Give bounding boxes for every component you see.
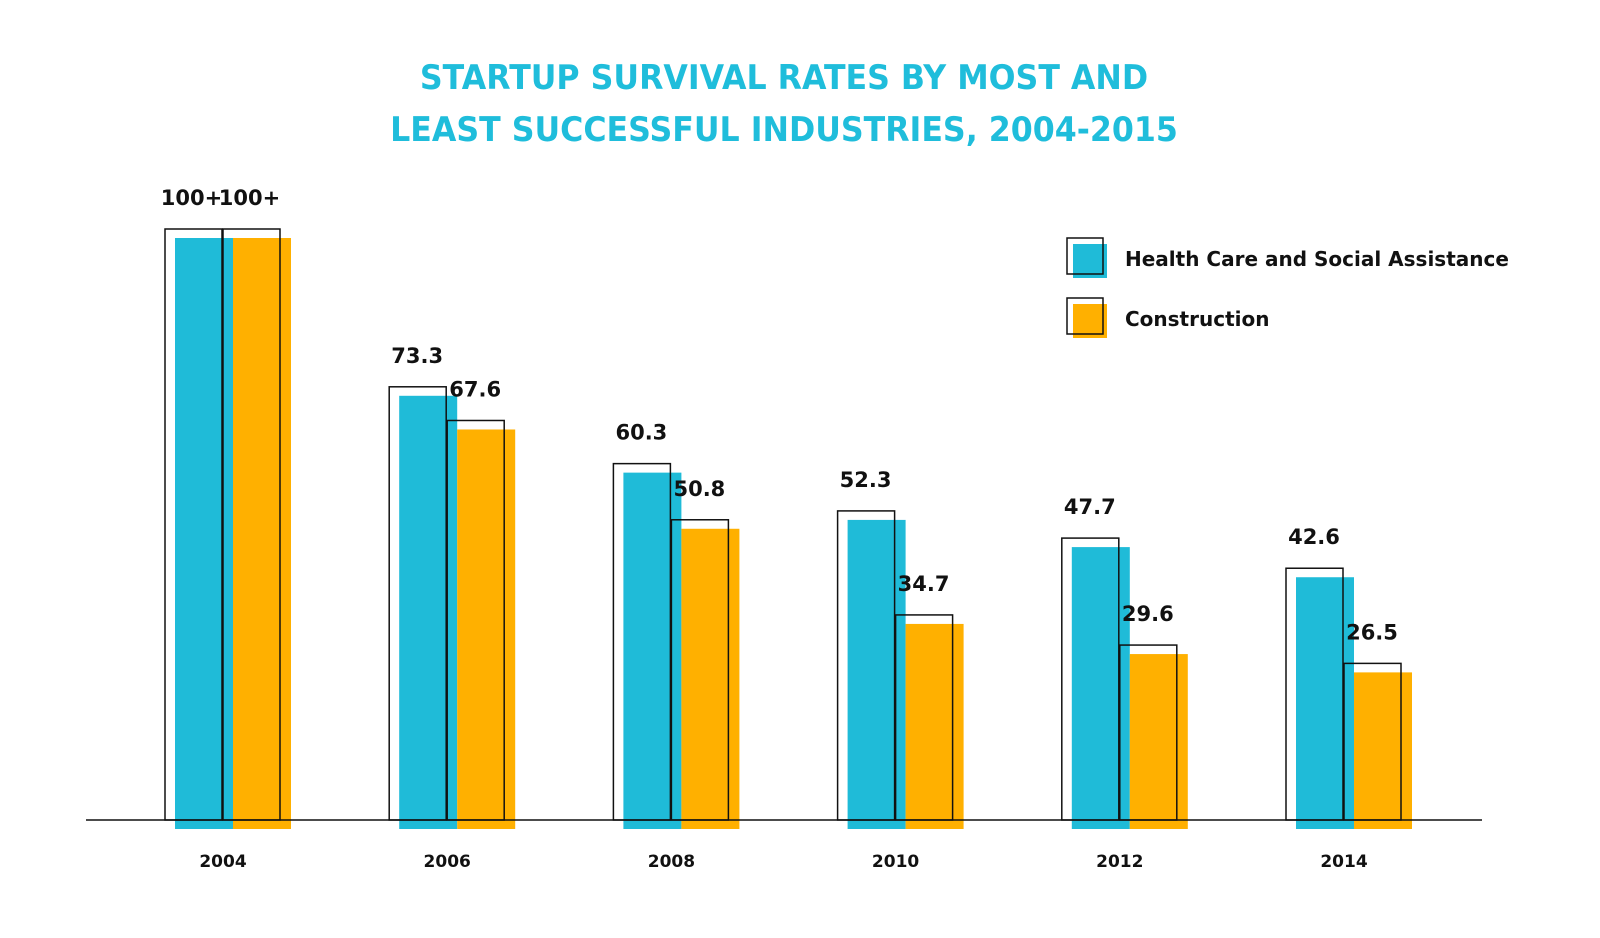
bar-construction-2006: [457, 429, 516, 829]
bar-construction-2008: [681, 528, 740, 829]
legend-swatch-outline: [1066, 297, 1104, 335]
data-label: 26.5: [1346, 620, 1398, 644]
data-label: 60.3: [615, 421, 667, 445]
bar-construction-2004: [233, 238, 291, 829]
x-tick-labels: 2004 2006 2008 2010 2012 2014: [199, 852, 1367, 872]
bars-layer: 100+100+ 73.367.6 60.3 50.8 52.3 34.7 47.7 29.6…: [161, 186, 1412, 829]
legend-swatch-outline: [1066, 237, 1104, 275]
data-label: 47.7: [1064, 495, 1116, 519]
data-label: 100+: [219, 186, 280, 210]
bar-health-care-and-social-assistance-2012: [1071, 547, 1130, 829]
bar-health-care-and-social-assistance-2006: [399, 395, 458, 829]
x-tick-label: 2004: [199, 852, 246, 872]
bar-construction-2010: [905, 623, 964, 829]
data-label: 67.6: [449, 377, 501, 401]
legend: Health Care and Social Assistance Constru…: [1066, 237, 1509, 338]
x-tick-label: 2012: [1096, 852, 1143, 872]
bar-health-care-and-social-assistance-2008: [623, 472, 682, 829]
data-label: 29.6: [1122, 602, 1174, 626]
data-label: 42.6: [1288, 525, 1340, 549]
chart-title-line-1: STARTUP SURVIVAL RATES BY MOST AND: [419, 58, 1149, 98]
data-label: 73.3: [391, 344, 443, 368]
data-label: 52.3: [840, 468, 892, 492]
x-tick-label: 2006: [424, 852, 471, 872]
chart-title-line-2: LEAST SUCCESSFUL INDUSTRIES, 2004-2015: [390, 110, 1178, 150]
bar-health-care-and-social-assistance-2010: [847, 519, 906, 829]
chart-title: STARTUP SURVIVAL RATES BY MOST AND LEAST…: [55, 52, 1513, 156]
legend-swatch: [1073, 244, 1107, 278]
x-tick-label: 2010: [872, 852, 919, 872]
data-label: 34.7: [898, 572, 950, 596]
bar-construction-2014: [1354, 672, 1412, 829]
legend-swatch: [1073, 304, 1107, 338]
data-label: 100+: [161, 186, 222, 210]
bar-health-care-and-social-assistance-2014: [1296, 577, 1354, 829]
data-label: 50.8: [673, 477, 725, 501]
x-tick-label: 2014: [1320, 852, 1367, 872]
legend-label: Health Care and Social Assistance: [1125, 247, 1509, 271]
x-tick-label: 2008: [648, 852, 695, 872]
legend-label: Construction: [1125, 307, 1269, 331]
bar-health-care-and-social-assistance-2004: [175, 238, 233, 829]
bar-construction-2012: [1129, 654, 1188, 829]
